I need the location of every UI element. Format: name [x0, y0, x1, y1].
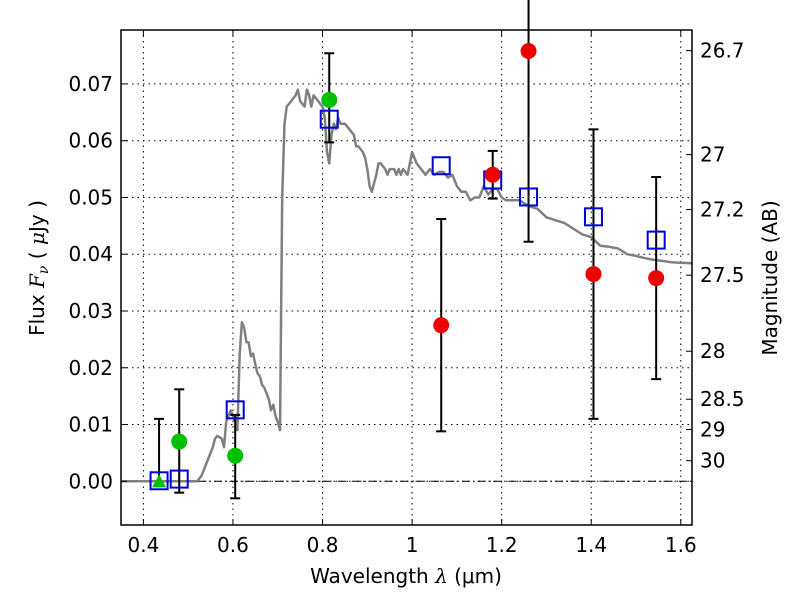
y2-axis-label: Magnitude (AB) — [758, 200, 782, 355]
y-axis-label: Flux Fν ( μJy ) — [25, 200, 52, 336]
errorbars — [154, 0, 662, 500]
y2-tick-label: 27 — [700, 143, 725, 167]
y-axis-label-mu: μ — [25, 232, 49, 245]
model-photometry-square — [646, 230, 666, 250]
y-tick-label: 0.04 — [68, 242, 113, 266]
observed-flux-point — [585, 266, 602, 283]
markers — [149, 43, 666, 491]
y-tick-label: 0.05 — [68, 185, 113, 209]
y-axis-label-subscript: ν — [36, 265, 52, 274]
upper-limit-triangle — [152, 474, 167, 488]
x-tick-label: 0.6 — [217, 533, 249, 557]
model-photometry-square — [519, 187, 539, 207]
y-axis-label-symbol: F — [25, 273, 49, 289]
y-axis-ticks: 0.00 0.01 0.02 0.03 0.04 0.05 0.06 0.07 — [68, 72, 127, 493]
grid — [121, 30, 692, 525]
x-axis-label-text: Wavelength — [310, 564, 435, 588]
y-tick-label: 0.01 — [68, 413, 113, 437]
y-tick-label: 0.02 — [68, 356, 113, 380]
y2-tick-label: 28.5 — [700, 387, 745, 411]
observed-flux-point — [321, 91, 338, 108]
x-tick-label: 1.2 — [486, 533, 518, 557]
observed-flux-point — [227, 447, 244, 464]
model-photometry-square — [319, 109, 339, 129]
model-photometry-square — [169, 469, 189, 489]
x-tick-label: 0.8 — [307, 533, 339, 557]
x-axis-label-unit: (μm) — [454, 564, 502, 588]
x-tick-label: 1.4 — [575, 533, 607, 557]
observed-flux-point — [520, 43, 537, 60]
y2-tick-label: 29 — [700, 418, 725, 442]
model-sed-line-group — [121, 88, 693, 483]
model-photometry-square — [225, 400, 245, 420]
y-tick-label: 0.03 — [68, 299, 113, 323]
x-axis-label-symbol: λ — [434, 564, 448, 588]
y2-tick-label: 27.5 — [700, 263, 745, 287]
model-photometry-square — [583, 207, 603, 227]
observed-flux-point — [484, 166, 501, 183]
y-axis-label-open: ( — [25, 245, 49, 266]
x-axis-ticks: 0.4 0.6 0.8 1 1.2 1.4 1.6 — [127, 30, 697, 557]
y2-tick-label: 30 — [700, 449, 725, 473]
y2-tick-label: 28 — [700, 339, 725, 363]
x-axis-label: Wavelength λ (μm) — [310, 564, 502, 588]
x-tick-label: 0.4 — [127, 533, 159, 557]
observed-flux-point — [648, 270, 665, 287]
y-tick-label: 0.06 — [68, 129, 113, 153]
model-photometry-square — [431, 156, 451, 176]
y2-tick-label: 27.2 — [700, 198, 745, 222]
y-axis-label-unit: Jy ) — [25, 200, 49, 234]
y2-tick-label: 26.7 — [700, 39, 745, 63]
x-tick-label: 1.6 — [665, 533, 697, 557]
observed-flux-point — [171, 433, 188, 450]
plot-frame — [120, 29, 693, 526]
observed-flux-point — [433, 317, 450, 334]
model-photometry-square — [149, 471, 169, 491]
x-tick-label: 1 — [406, 533, 419, 557]
y-tick-label: 0.07 — [68, 72, 113, 96]
y-tick-label: 0.00 — [68, 469, 113, 493]
model-sed-line — [121, 88, 693, 483]
y2-axis-ticks: 26.7 27 27.2 27.5 28 28.5 29 30 — [686, 39, 745, 473]
y-axis-label-text: Flux — [25, 288, 49, 336]
